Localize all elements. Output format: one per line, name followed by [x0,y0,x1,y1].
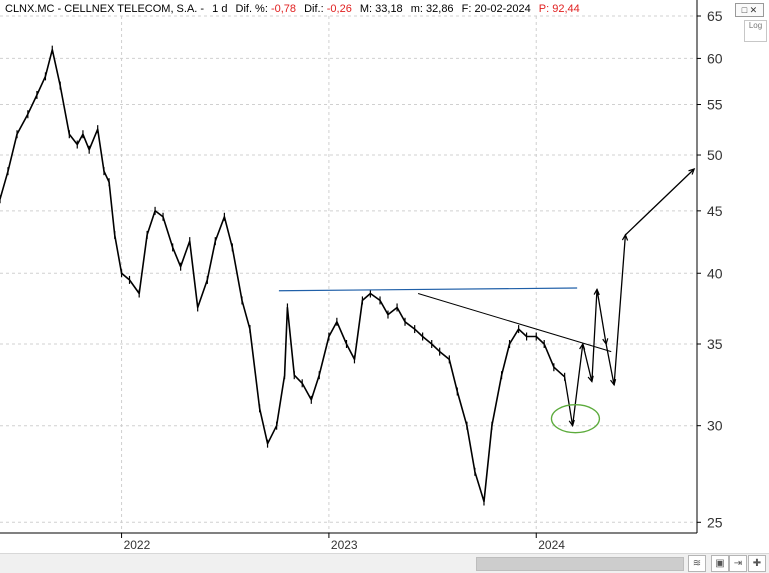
y-tick-label: 35 [707,336,723,352]
y-tick-label: 55 [707,97,723,113]
save-icon[interactable]: ▣ [711,555,729,572]
max-label: M: 33,18 [359,3,403,15]
y-tick-label: 60 [707,50,723,66]
x-tick-label: 2024 [538,538,565,552]
y-tick-label: 25 [707,514,723,530]
y-tick-label: 50 [707,147,723,163]
bottom-toolbar: ≋ ▣ ⇥ ✚ [0,553,769,573]
resistance-line [278,287,578,292]
y-tick-label: 30 [707,418,723,434]
log-scale-toggle[interactable]: Log [744,20,767,42]
projection-path [563,168,695,426]
price-line [0,48,566,503]
y-tick-label: 45 [707,203,723,219]
projection-arrowhead [610,378,617,387]
x-tick-label: 2023 [331,538,358,552]
min-label: m: 32,86 [410,3,454,15]
dif-pct-value: -0,78 [270,3,297,15]
projection-arrowhead [621,233,629,241]
y-tick-label: 40 [707,265,723,281]
target-ellipse [550,404,601,434]
window-controls[interactable]: □ ✕ [735,3,764,17]
x-tick-label: 2022 [124,538,151,552]
trend-line [417,293,612,353]
price-series [0,45,566,506]
scrollbar-thumb[interactable] [476,557,684,571]
chart-grid [0,15,697,533]
projection-arrowhead [602,338,609,346]
projection-arrowhead [568,419,575,428]
insert-icon[interactable]: ⇥ [729,555,747,572]
date-label: F: 20-02-2024 [461,3,531,15]
chart-axes: 25 30 35 40 45 50 55 60 65 2022 2023 2024 [0,0,723,552]
scrollbar-track[interactable] [2,557,474,569]
projection-arrowhead [593,288,600,296]
interval-label: 1 d [212,3,228,15]
y-tick-label: 65 [707,8,723,24]
projection-arrowhead [579,342,586,350]
dif-value: -0,26 [326,3,352,15]
chart-header: CLNX.MC - CELLNEX TELECOM, S.A. - 1 d Di… [5,3,585,15]
ticker-label: CLNX.MC - CELLNEX TELECOM, S.A. - [5,3,205,15]
dif-label: Dif.: -0,26 [304,3,352,15]
projection-arrowhead [587,375,594,383]
compare-icon[interactable]: ≋ [688,555,706,572]
dif-pct-label: Dif. %: -0,78 [235,3,297,15]
chart-annotations [278,168,696,434]
price-chart: 25 30 35 40 45 50 55 60 65 2022 2023 2024 [0,0,723,552]
p-label: P: 92,44 [538,3,580,15]
tools-icon[interactable]: ✚ [748,555,766,572]
projection-arrowhead [688,168,696,175]
